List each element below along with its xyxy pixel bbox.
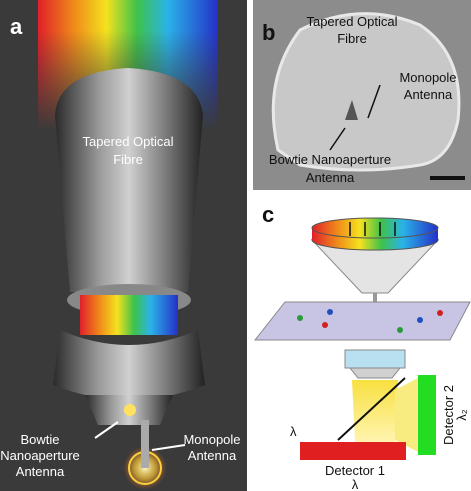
label: Monopole (399, 70, 456, 85)
label: Nanoaperture (0, 448, 80, 463)
label: Fibre (337, 31, 367, 46)
label: Antenna (188, 448, 237, 463)
label: Antenna (16, 464, 65, 479)
label: Tapered Optical (306, 14, 397, 29)
panel-label: b (262, 20, 275, 45)
label: Detector 2 (441, 385, 456, 445)
label: Fibre (113, 152, 143, 167)
label: λ (352, 477, 359, 491)
label: Monopole (183, 432, 240, 447)
label: Antenna (306, 170, 355, 185)
label: Bowtie Nanoaperture (269, 152, 391, 167)
panel-b: b Tapered Optical Fibre Monopole Antenna… (253, 0, 471, 190)
label: λ (290, 424, 297, 439)
label: Bowtie (20, 432, 59, 447)
panel-label: c (262, 202, 274, 227)
label: λ₂ (454, 409, 469, 421)
panel-label: a (10, 14, 23, 39)
label: Antenna (404, 87, 453, 102)
label: Tapered Optical (82, 134, 173, 149)
panel-c: c λ Detector 1 λ Detector 2 λ₂ (253, 202, 471, 491)
label: Detector 1 (325, 463, 385, 478)
panel-a: a Tapered Optical Fibre Bowtie Nanoapert… (0, 0, 247, 491)
